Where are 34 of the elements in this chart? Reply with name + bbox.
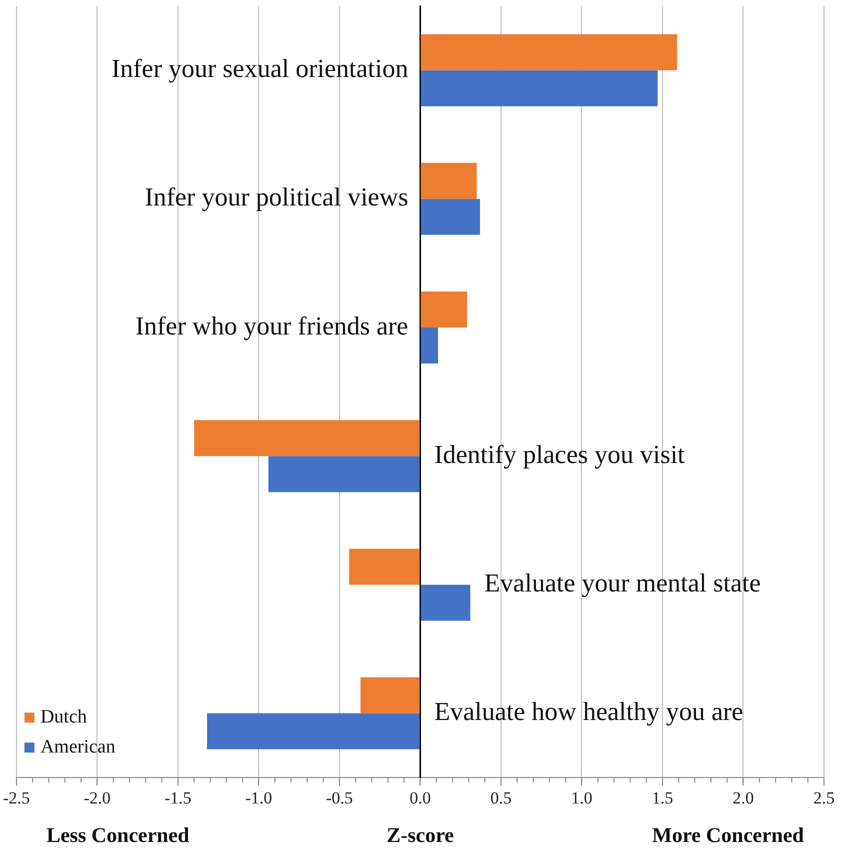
bar xyxy=(420,584,470,621)
x-tick-label: 2.0 xyxy=(732,788,754,808)
bar xyxy=(207,713,420,750)
x-tick-label: -2.5 xyxy=(2,788,30,808)
x-tick-label: 0.0 xyxy=(410,788,431,808)
legend-label: Dutch xyxy=(40,706,88,728)
x-tick-label: -1.0 xyxy=(245,788,272,808)
bar xyxy=(420,34,678,70)
text: Less Concerned xyxy=(46,823,190,847)
bar xyxy=(420,291,468,328)
bar xyxy=(194,420,420,456)
x-tick-label: -1.5 xyxy=(164,788,192,808)
legend-label: American xyxy=(40,736,116,758)
bar xyxy=(268,456,420,492)
bar xyxy=(360,677,420,714)
x-tick-label: 2.5 xyxy=(813,788,835,808)
x-tick-label: -0.5 xyxy=(326,788,353,808)
y-tick-label: Identify places you visit xyxy=(434,440,686,469)
y-tick-label: Evaluate your mental state xyxy=(484,568,761,598)
bar xyxy=(420,328,438,364)
x-tick-label: 0.5 xyxy=(490,788,512,808)
x-tick-label: 1.5 xyxy=(652,788,674,808)
bar xyxy=(349,548,420,585)
y-tick-label: Infer your sexual orientation xyxy=(111,54,408,84)
text: More Concerned xyxy=(652,823,804,847)
y-tick-label: Infer your political views xyxy=(144,182,408,212)
x-tick-label: 1.0 xyxy=(571,788,592,808)
y-tick-label: Infer who your friends are xyxy=(135,311,408,340)
bar xyxy=(420,162,477,199)
bar xyxy=(420,70,658,106)
y-tick-label: Evaluate how healthy you are xyxy=(434,697,744,726)
x-tick-label: -2.0 xyxy=(84,788,111,808)
bar xyxy=(420,198,480,235)
x-axis-title: Z-score xyxy=(386,823,454,847)
